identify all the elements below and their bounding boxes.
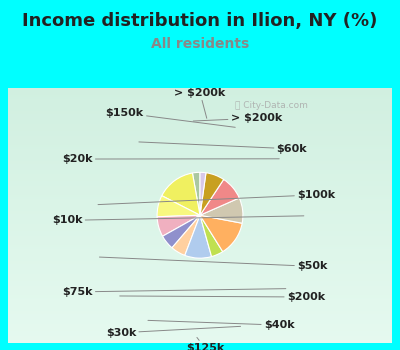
Wedge shape <box>200 215 242 252</box>
Text: ⓘ City-Data.com: ⓘ City-Data.com <box>235 101 308 110</box>
Wedge shape <box>157 215 200 236</box>
Text: > $200k: > $200k <box>193 113 282 123</box>
Wedge shape <box>200 173 224 215</box>
Text: $60k: $60k <box>139 142 307 154</box>
Wedge shape <box>162 215 200 248</box>
Text: Income distribution in Ilion, NY (%): Income distribution in Ilion, NY (%) <box>22 12 378 30</box>
Text: All residents: All residents <box>151 37 249 51</box>
Wedge shape <box>185 215 212 258</box>
Text: $30k: $30k <box>106 326 240 338</box>
Text: $50k: $50k <box>100 257 328 271</box>
Wedge shape <box>192 172 200 215</box>
Wedge shape <box>200 172 206 215</box>
Text: $100k: $100k <box>98 190 335 205</box>
Wedge shape <box>200 198 243 223</box>
Text: $125k: $125k <box>186 337 224 350</box>
Wedge shape <box>157 196 200 217</box>
Wedge shape <box>200 180 239 215</box>
Text: $75k: $75k <box>62 287 286 297</box>
Wedge shape <box>200 215 223 257</box>
Text: $40k: $40k <box>148 320 294 330</box>
Text: $20k: $20k <box>62 154 279 164</box>
Text: $150k: $150k <box>106 108 235 127</box>
Text: > $200k: > $200k <box>174 88 226 118</box>
Wedge shape <box>172 215 200 256</box>
Text: $200k: $200k <box>120 292 325 302</box>
Wedge shape <box>162 173 200 215</box>
Text: $10k: $10k <box>52 215 304 225</box>
